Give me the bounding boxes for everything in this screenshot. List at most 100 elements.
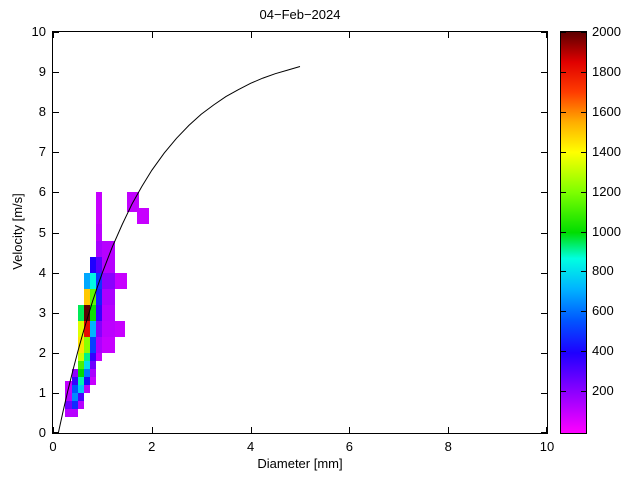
heatmap-cell <box>77 400 84 409</box>
colorbar-tick-label: 1600 <box>592 103 621 119</box>
y-tick-label: 4 <box>38 264 46 280</box>
colorbar-tick-mark <box>581 71 586 73</box>
tick-mark <box>541 432 547 433</box>
colorbar-tick-mark <box>561 231 566 233</box>
tick-mark <box>541 352 547 354</box>
colorbar-gradient <box>561 32 586 433</box>
x-tick-label: 4 <box>246 439 255 454</box>
tick-mark <box>541 192 547 194</box>
heatmap-cell <box>83 384 91 393</box>
tick-mark <box>53 352 59 354</box>
colorbar-tick-label: 800 <box>592 263 614 279</box>
tick-mark <box>53 112 59 114</box>
tick-mark <box>250 32 252 38</box>
colorbar <box>560 31 587 434</box>
tick-mark <box>53 427 54 433</box>
tick-mark <box>541 312 547 314</box>
colorbar-tick-label: 2000 <box>592 24 621 39</box>
x-tick-label: 2 <box>148 439 156 454</box>
heatmap-cell <box>102 288 115 305</box>
tick-mark <box>53 272 59 274</box>
colorbar-tick-mark <box>561 71 566 73</box>
terminal-velocity-curve <box>57 66 301 433</box>
heatmap-cell <box>90 376 97 385</box>
tick-mark <box>349 32 351 38</box>
x-tick-label: 6 <box>345 439 353 454</box>
y-tick-label: 6 <box>38 184 46 200</box>
colorbar-tick-mark <box>561 391 566 393</box>
heatmap-cell <box>90 360 97 369</box>
tick-mark <box>53 392 59 394</box>
y-tick-label: 1 <box>38 384 46 400</box>
y-axis-label: Velocity [m/s] <box>10 193 25 270</box>
heatmap-cell <box>102 272 115 289</box>
tick-mark <box>448 32 450 38</box>
tick-mark <box>448 427 450 433</box>
tick-mark <box>53 192 59 194</box>
colorbar-tick-mark <box>561 191 566 193</box>
tick-mark <box>541 272 547 274</box>
y-tick-label: 3 <box>38 304 46 320</box>
heatmap-cell <box>114 272 128 289</box>
colorbar-tick-mark <box>581 391 586 393</box>
heatmap-cell <box>96 224 103 241</box>
tick-mark <box>250 427 252 433</box>
heatmap-cell <box>65 408 78 417</box>
colorbar-tick-mark <box>561 271 566 273</box>
x-tick-label: 10 <box>539 439 555 454</box>
tick-mark <box>541 32 547 33</box>
heatmap-cell <box>102 240 115 273</box>
colorbar-tick-mark <box>581 32 586 33</box>
colorbar-tick-label: 1400 <box>592 143 621 159</box>
tick-mark <box>53 32 59 33</box>
tick-mark <box>53 32 54 38</box>
y-tick-label: 9 <box>38 64 46 80</box>
tick-mark <box>53 72 59 74</box>
tick-mark <box>541 152 547 154</box>
colorbar-tick-mark <box>561 151 566 153</box>
tick-mark <box>541 112 547 114</box>
colorbar-tick-label: 1000 <box>592 223 621 239</box>
tick-mark <box>546 427 547 433</box>
tick-mark <box>53 312 59 314</box>
y-tick-label: 8 <box>38 104 46 120</box>
heatmap-cell <box>77 392 84 401</box>
y-tick-label: 2 <box>38 344 46 360</box>
heatmap-cell <box>90 368 97 377</box>
heatmap-cell <box>96 352 103 361</box>
colorbar-tick-mark <box>561 351 566 353</box>
x-tick-label: 8 <box>444 439 452 454</box>
colorbar-tick-label: 600 <box>592 303 614 319</box>
colorbar-tick-label: 400 <box>592 343 614 359</box>
plot-area <box>52 31 548 434</box>
heatmap-cell <box>102 336 115 353</box>
colorbar-tick-mark <box>581 351 586 353</box>
tick-mark <box>349 427 351 433</box>
colorbar-tick-label: 200 <box>592 383 614 399</box>
tick-mark <box>546 32 547 38</box>
tick-mark <box>53 232 59 234</box>
colorbar-tick-mark <box>581 271 586 273</box>
colorbar-tick-mark <box>581 151 586 153</box>
heatmap-cell <box>102 304 115 321</box>
y-tick-label: 7 <box>38 144 46 160</box>
colorbar-tick-mark <box>581 231 586 233</box>
chart-title: 04−Feb−2024 <box>259 7 341 22</box>
colorbar-tick-label: 1200 <box>592 183 621 199</box>
y-tick-label: 10 <box>31 24 46 39</box>
tick-mark <box>53 432 59 433</box>
heatmap-cell <box>96 192 103 225</box>
heatmap-cell <box>136 208 150 225</box>
y-tick-label: 0 <box>38 425 46 440</box>
x-tick-label: 0 <box>49 439 57 454</box>
tick-mark <box>151 427 153 433</box>
heatmap-cell <box>102 320 115 337</box>
tick-mark <box>541 392 547 394</box>
colorbar-tick-mark <box>581 111 586 113</box>
tick-mark <box>151 32 153 38</box>
tick-mark <box>53 152 59 154</box>
colorbar-tick-mark <box>561 111 566 113</box>
tick-mark <box>541 72 547 74</box>
heatmap-cell <box>114 320 125 337</box>
